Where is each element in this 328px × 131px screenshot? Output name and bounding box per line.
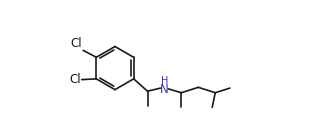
Text: H: H bbox=[161, 76, 168, 86]
Text: Cl: Cl bbox=[69, 73, 81, 86]
Text: Cl: Cl bbox=[71, 37, 82, 50]
Text: N: N bbox=[160, 83, 169, 96]
